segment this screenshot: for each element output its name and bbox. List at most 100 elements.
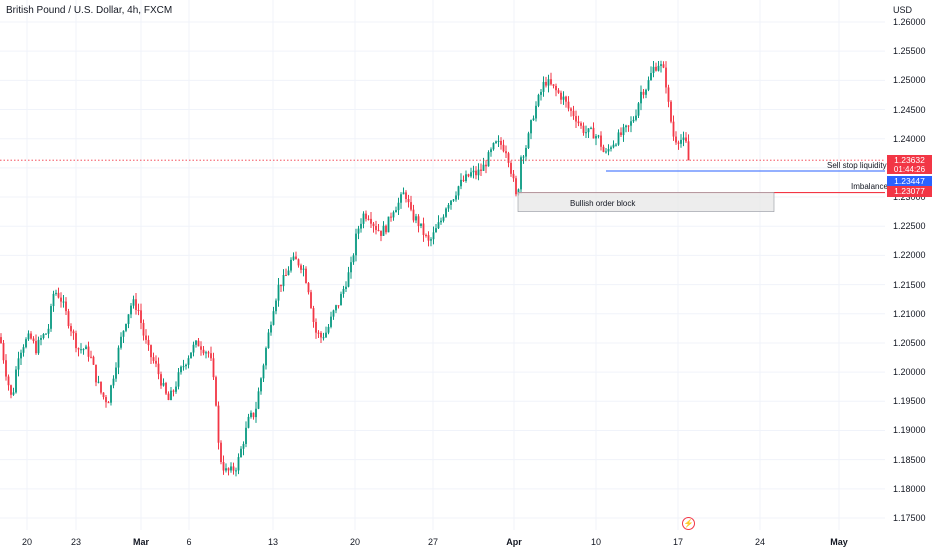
candle-body [615,144,617,146]
candle-body [522,156,525,158]
candle-body [350,262,352,273]
candle-body [242,443,245,449]
candle-body [7,376,10,386]
candle-body [95,364,97,383]
candle-body [342,288,345,294]
candle-body [227,468,230,471]
tradingview-bolt-icon[interactable]: ⚡ [682,517,695,530]
candle-body [352,255,355,263]
candle-body [145,335,147,340]
candle-body [85,346,87,350]
candle-body [640,91,642,104]
price-tick-label: 1.19500 [893,396,926,407]
candle-body [87,346,90,357]
candle-body [142,322,145,336]
time-tick-label: 6 [186,537,192,547]
candle-body [0,337,2,344]
candle-body [237,457,240,471]
candle-body [167,393,170,401]
candle-body [650,73,652,81]
candle-body [345,286,347,289]
candle-body [520,157,522,190]
candle-body [610,147,612,149]
candle-body [397,202,400,211]
candle-body [507,153,510,163]
symbol-title[interactable]: British Pound / U.S. Dollar, 4h, FXCM [6,5,173,16]
candle-body [447,204,450,209]
candle-body [515,178,517,195]
candle-body [542,81,545,92]
price-tick-label: 1.18000 [893,483,926,494]
candle-body [665,67,667,88]
candle-body [120,336,122,348]
time-tick-label: 23 [70,537,82,547]
candle-body [637,103,640,116]
candle-body [50,306,52,329]
candle-body [492,143,495,150]
candle-body [235,470,237,472]
candle-body [470,172,472,177]
time-tick-label: 24 [754,537,766,547]
candle-body [67,311,70,327]
candle-body [525,147,527,157]
candle-body [477,169,480,176]
candle-body [675,136,677,143]
candle-body [657,65,660,71]
candle-body [285,275,287,277]
candle-body [557,90,560,93]
candle-body [307,283,310,293]
candle-body [505,151,507,154]
candle-body [455,195,457,200]
currency-label: USD [893,5,913,15]
candle-body [212,358,215,378]
bar-countdown: 01:44:26 [887,165,932,174]
candle-body [325,332,327,338]
candle-body [655,66,657,71]
candle-body [270,324,272,333]
candle-body [532,118,535,121]
candle-body [52,293,55,307]
candle-body [230,466,232,471]
candle-body [182,366,185,368]
candle-body [362,213,365,224]
candle-body [130,305,132,315]
candle-body [500,140,502,145]
candle-body [157,363,160,375]
price-tick-label: 1.20500 [893,337,926,348]
candle-body [580,123,582,126]
imbalance-price-tag: 1.23077 [887,186,932,197]
candlestick-series [0,60,690,477]
candle-body [547,79,550,86]
price-tick-label: 1.25500 [893,46,926,57]
candle-body [172,390,175,392]
candle-body [222,461,225,471]
candle-body [162,383,165,386]
candle-body [382,225,385,236]
candle-body [432,232,435,240]
candle-body [360,223,362,229]
candle-body [600,135,602,147]
candle-body [592,127,595,139]
candle-body [247,416,250,428]
candle-body [582,125,585,133]
candle-body [512,173,515,179]
candle-body [677,142,680,144]
candle-body [400,194,402,203]
candle-body [337,305,340,307]
candle-body [12,392,15,395]
sell-stop-liquidity-label: Sell stop liquidity [827,161,887,170]
candle-body [530,120,532,134]
time-tick-label: 10 [590,537,602,547]
time-tick-label: 20 [349,537,361,547]
candle-body [555,85,557,91]
candle-body [635,115,637,120]
candle-body [55,292,57,294]
candle-body [495,141,497,144]
candle-body [135,299,137,310]
candle-body [465,174,467,181]
candle-body [410,202,412,210]
candle-body [280,284,282,287]
price-tick-label: 1.17500 [893,513,926,523]
candle-body [427,235,430,241]
